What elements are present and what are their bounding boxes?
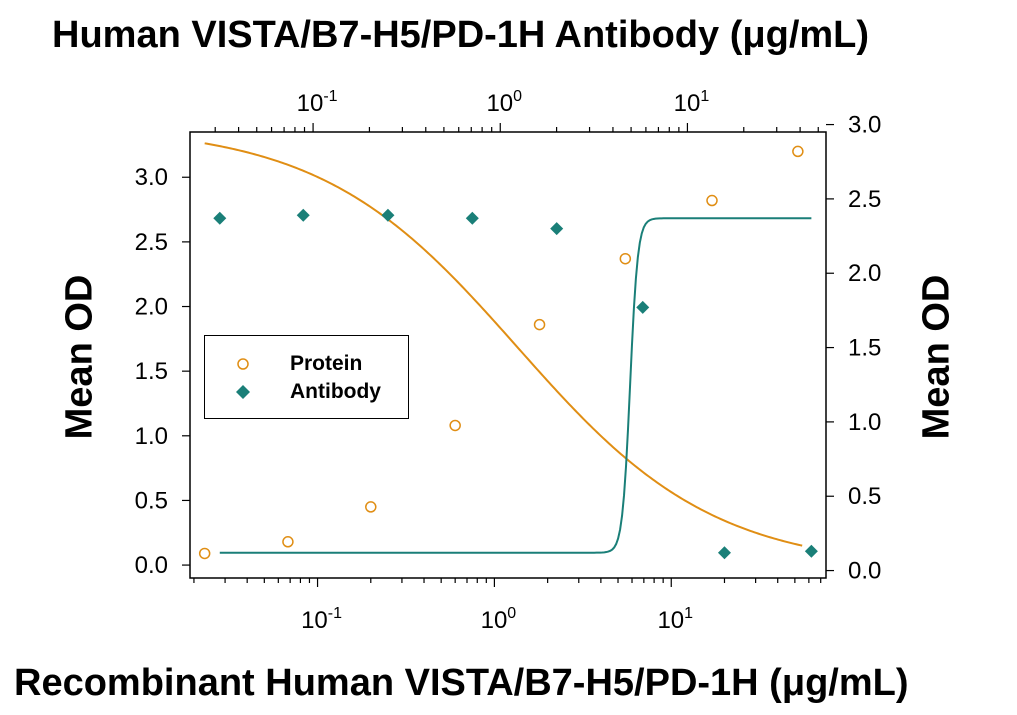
left-y-tick-label: 2.5: [135, 229, 168, 256]
right-y-tick-label: 1.5: [848, 335, 881, 362]
left-y-tick-label: 3.0: [135, 164, 168, 191]
left-ylabel: Mean OD: [58, 274, 101, 440]
top-x-tick-label: 101: [674, 88, 710, 117]
antibody-point: [465, 211, 479, 225]
left-y-tick-label: 1.0: [135, 423, 168, 450]
protein-point: [198, 547, 211, 560]
legend-item-antibody: Antibody: [205, 380, 408, 406]
bottom-x-tick-label: 10-1: [301, 605, 342, 634]
plot-frame: [189, 131, 827, 579]
legend-item-protein: Protein: [205, 352, 408, 378]
protein-point: [533, 318, 546, 331]
legend-label-antibody: Antibody: [290, 380, 381, 403]
antibody-point: [717, 546, 731, 560]
antibody-point: [213, 211, 227, 225]
protein-point: [619, 252, 632, 265]
top-x-tick-label: 10-1: [297, 88, 338, 117]
bottom-x-tick-label: 101: [657, 605, 693, 634]
left-y-tick-label: 0.5: [135, 487, 168, 514]
protein-marker-icon: [237, 358, 249, 370]
antibody-point: [550, 222, 564, 236]
protein-point: [792, 145, 804, 158]
top-title: Human VISTA/B7-H5/PD-1H Antibody (μg/mL): [52, 14, 870, 56]
left-y-tick-label: 0.0: [135, 552, 168, 579]
antibody-fit-line: [219, 217, 812, 554]
antibody-point: [381, 208, 395, 222]
protein-point: [282, 536, 294, 548]
antibody-point: [636, 300, 650, 314]
data-points: [198, 145, 818, 560]
protein-point: [706, 194, 718, 207]
right-y-tick-label: 3.0: [848, 112, 881, 139]
right-y-tick-label: 2.5: [848, 186, 881, 213]
right-y-tick-label: 2.0: [848, 260, 881, 287]
antibody-point: [804, 544, 818, 558]
protein-fit-line: [204, 142, 803, 547]
left-y-tick-label: 1.5: [135, 358, 168, 385]
right-y-tick-label: 0.5: [848, 483, 881, 510]
fit-curves: [204, 142, 812, 554]
right-y-tick-label: 0.0: [848, 558, 881, 585]
right-ylabel: Mean OD: [915, 274, 958, 440]
protein-point: [449, 419, 461, 432]
legend: Protein Antibody: [204, 335, 409, 419]
protein-point: [365, 501, 377, 513]
antibody-marker-icon: [236, 385, 250, 399]
axis-ticks: [182, 123, 834, 587]
bottom-x-tick-label: 100: [481, 605, 517, 634]
bottom-title: Recombinant Human VISTA/B7-H5/PD-1H (μg/…: [14, 662, 909, 704]
tick-labels: 10-1 10-1 100 100 101 101 0.0 0.5 1.0 1.5 2.0 2.5 3.…: [135, 88, 882, 634]
legend-label-protein: Protein: [290, 352, 363, 375]
antibody-point: [296, 208, 310, 222]
right-y-tick-label: 1.0: [848, 409, 881, 436]
top-x-tick-label: 100: [486, 88, 522, 117]
left-y-tick-label: 2.0: [135, 294, 168, 321]
